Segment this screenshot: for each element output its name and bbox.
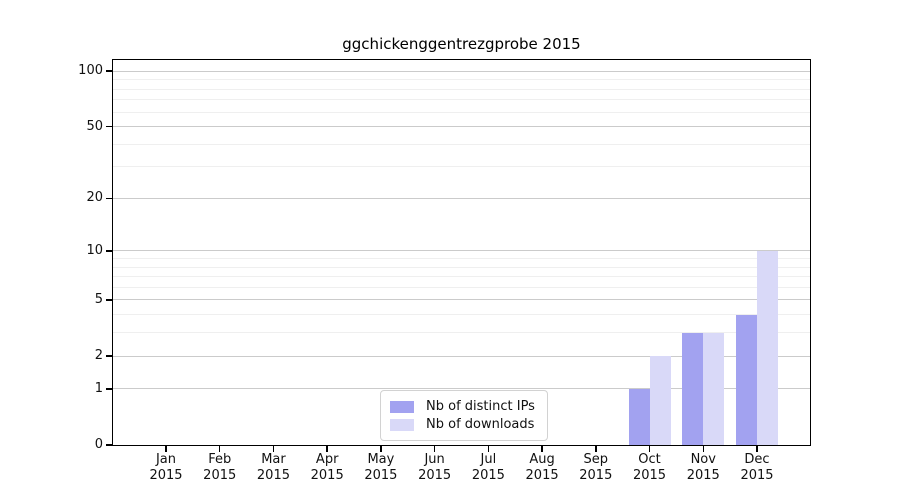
bar-nb-of-downloads-oct [649,356,671,445]
x-tick-label: Oct 2015 [632,452,667,483]
x-tick-mark [487,446,490,452]
x-tick-sublabel: 2015 [364,468,398,483]
major-gridline [113,250,810,252]
minor-gridline [113,276,810,278]
y-tick-label: 20 [86,190,103,206]
minor-gridline [113,99,810,101]
legend-swatch-downloads [390,418,414,431]
x-tick-sublabel: 2015 [579,468,613,483]
x-tick-mark [326,446,328,452]
y-tick-mark [106,444,112,446]
bar-nb-of-downloads-nov [703,332,725,445]
y-tick-label: 50 [86,118,103,134]
y-tick-mark [106,125,112,128]
x-tick-mark [165,446,167,452]
minor-gridline [113,88,810,90]
x-tick-label: Aug 2015 [525,452,559,483]
major-gridline [113,388,810,390]
y-tick-mark [106,250,112,252]
y-tick-mark [106,388,112,390]
minor-gridline [113,332,810,334]
minor-gridline [113,166,810,168]
minor-gridline [113,314,810,316]
major-gridline [113,197,810,199]
y-tick-mark [106,299,112,301]
x-tick-label: Dec 2015 [740,452,774,483]
y-tick-mark [106,355,112,357]
y-tick-label: 1 [94,380,103,396]
x-tick-mark [702,446,705,452]
legend-label-downloads: Nb of downloads [426,417,535,432]
x-tick-mark [272,446,275,452]
y-tick-label: 0 [94,437,103,452]
x-tick-label: Feb 2015 [203,452,237,483]
y-tick-mark [106,197,112,200]
x-tick-mark [595,446,597,452]
minor-gridline [113,111,810,113]
y-tick-mark [106,70,112,72]
bar-nb-of-distinct-ips-nov [682,332,704,445]
bar-nb-of-downloads-dec [756,250,778,445]
x-tick-sublabel: 2015 [203,468,237,483]
x-tick-label: Jul 2015 [471,452,505,483]
minor-gridline [113,79,810,81]
x-tick-sublabel: 2015 [471,468,505,483]
x-tick-sublabel: 2015 [525,468,559,483]
x-tick-sublabel: 2015 [418,468,452,483]
x-tick-mark [380,446,382,452]
legend-swatch-distinct-ips [390,400,414,413]
minor-gridline [113,257,810,259]
major-gridline [113,299,810,301]
x-tick-sublabel: 2015 [686,468,720,483]
major-gridline [113,355,810,357]
y-tick-label: 100 [78,63,103,79]
x-tick-label: Jan 2015 [149,452,183,483]
x-tick-mark [433,446,436,452]
x-tick-sublabel: 2015 [149,468,183,483]
x-tick-sublabel: 2015 [256,468,290,483]
major-gridline [113,126,810,128]
major-gridline [113,70,810,72]
y-tick-label: 2 [94,348,103,363]
x-tick-label: Apr 2015 [310,452,344,483]
bar-nb-of-distinct-ips-dec [735,314,757,445]
y-tick-label: 10 [86,242,103,258]
x-tick-mark [218,446,221,452]
x-tick-sublabel: 2015 [632,468,667,483]
plot-area [113,60,810,445]
legend-item-downloads: Nb of downloads [390,416,535,433]
legend-item-distinct-ips: Nb of distinct IPs [390,398,535,415]
x-tick-sublabel: 2015 [310,468,344,483]
minor-gridline [113,286,810,288]
x-tick-mark [541,446,543,452]
minor-gridline [113,143,810,145]
x-tick-label: May 2015 [364,452,398,483]
bar-nb-of-distinct-ips-oct [628,388,650,445]
x-tick-label: Jun 2015 [418,452,452,483]
y-tick-label: 5 [94,291,103,307]
legend-label-distinct-ips: Nb of distinct IPs [426,399,535,414]
x-tick-label: Sep 2015 [579,452,613,483]
x-tick-label: Nov 2015 [686,452,720,483]
legend: Nb of distinct IPs Nb of downloads [380,390,548,441]
x-tick-label: Mar 2015 [256,452,290,483]
x-tick-mark [648,446,651,452]
chart-title: ggchickenggentrezgprobe 2015 [342,35,581,53]
x-tick-sublabel: 2015 [740,468,774,483]
x-tick-mark [756,446,758,452]
minor-gridline [113,266,810,268]
